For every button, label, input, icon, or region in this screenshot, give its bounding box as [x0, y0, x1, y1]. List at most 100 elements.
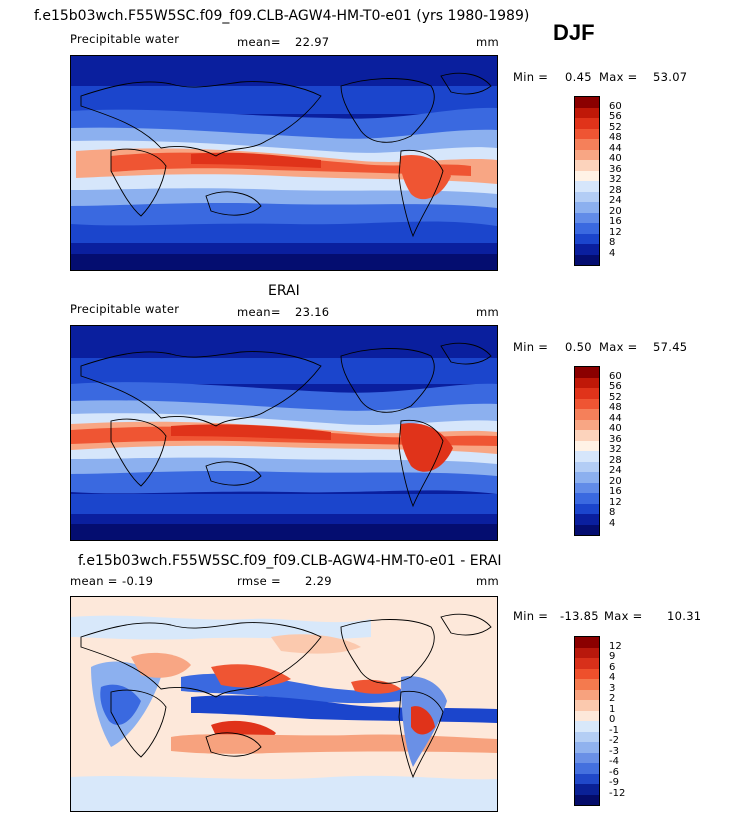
colorbar-segment [575, 139, 599, 150]
colorbar-tick-label: 52 [609, 121, 622, 133]
panel3-rmse-label: rmse = [237, 574, 281, 588]
colorbar-tick-label: 16 [609, 486, 622, 497]
colorbar-tick-label: 44 [609, 142, 622, 154]
colorbar-segment [575, 377, 599, 388]
colorbar-tick-label: 20 [609, 475, 622, 487]
colorbar-tick-label: 8 [609, 507, 616, 518]
colorbar-tick-label: -2 [609, 735, 619, 746]
panel3-map-field [71, 597, 497, 811]
colorbar-tick-label: 28 [609, 184, 622, 196]
panel3-min-label: Min = [513, 609, 549, 623]
colorbar-segment [575, 773, 599, 784]
colorbar-segment [575, 668, 599, 679]
panel3-units: mm [476, 574, 500, 588]
colorbar-segment [575, 233, 599, 244]
colorbar-tick-label: 52 [609, 391, 622, 403]
panel2-variable: Precipitable water [70, 302, 180, 316]
panel1-units: mm [476, 35, 500, 49]
panel2-units: mm [476, 305, 500, 319]
colorbar-segment [575, 637, 599, 648]
panel2-mean-label: mean= [237, 305, 281, 319]
colorbar-tick-label: 36 [609, 433, 622, 445]
colorbar-tick-label: -12 [609, 787, 626, 799]
colorbar-segment [575, 794, 599, 805]
colorbar-segment [575, 97, 599, 108]
colorbar-tick-label: 56 [609, 381, 622, 392]
colorbar-segment [575, 430, 599, 441]
colorbar-tick-label: 9 [609, 651, 616, 662]
colorbar-segment [575, 784, 599, 795]
colorbar-segment [575, 503, 599, 514]
colorbar-segment [575, 731, 599, 742]
panel3-max-label: Max = [604, 609, 643, 623]
colorbar-tick-label: 12 [609, 226, 622, 238]
colorbar-tick-label: 0 [609, 714, 616, 725]
colorbar-segment [575, 212, 599, 223]
colorbar-tick-label: 60 [609, 370, 622, 382]
colorbar-tick-label: 12 [609, 496, 622, 508]
panel2-min-value: 0.50 [565, 340, 592, 354]
panel1-min-value: 0.45 [565, 70, 592, 84]
colorbar-segment [575, 409, 599, 420]
panel3-rmse-value: 2.29 [305, 574, 332, 588]
colorbar-segment [575, 191, 599, 202]
colorbar-tick-label: 4 [609, 517, 616, 529]
panel1-colorbar: 60 56 52 48 44 40 36 32 28 24 20 16 12 8 4 [574, 96, 622, 266]
panel1-mean-value: 22.97 [295, 35, 330, 49]
panel1-max-value: 53.07 [653, 70, 688, 84]
colorbar-tick-label: 48 [609, 402, 622, 413]
panel1-min-label: Min = [513, 70, 549, 84]
colorbar-segment [575, 181, 599, 192]
panel3-min-value: -13.85 [560, 609, 599, 623]
colorbar-segment [575, 524, 599, 535]
colorbar-tick-label: -4 [609, 756, 619, 767]
panel1-map-field [71, 56, 497, 270]
panel2-max-label: Max = [599, 340, 638, 354]
colorbar-segment [575, 170, 599, 181]
panel3-mean-value: -0.19 [122, 574, 154, 588]
colorbar-tick-label: 8 [609, 237, 616, 248]
colorbar-segment [575, 721, 599, 732]
colorbar-tick-label: 20 [609, 205, 622, 217]
colorbar-segment [575, 689, 599, 700]
colorbar-tick-label: 32 [609, 174, 622, 185]
colorbar-tick-label: 36 [609, 163, 622, 175]
colorbar-tick-label: 60 [609, 100, 622, 112]
season-label: DJF [553, 20, 595, 45]
colorbar-segment [575, 388, 599, 399]
colorbar-tick-label: 48 [609, 132, 622, 143]
colorbar-segment [575, 398, 599, 409]
colorbar-tick-label: 24 [609, 195, 622, 206]
panel3-map [70, 596, 498, 812]
colorbar-tick-label: 32 [609, 444, 622, 455]
colorbar-segment [575, 160, 599, 171]
colorbar-segment [575, 710, 599, 721]
colorbar-tick-label: 4 [609, 247, 616, 259]
colorbar-segment [575, 461, 599, 472]
panel1-variable: Precipitable water [70, 32, 180, 46]
colorbar-segment [575, 244, 599, 255]
panel2-map-field [71, 326, 497, 540]
colorbar-segment [575, 658, 599, 669]
panel3-colorbar: 12 9 6 4 3 2 1 0 -1 -2 -3 -4 -6 -9 -12 [574, 636, 625, 806]
colorbar-segment [575, 149, 599, 160]
colorbar-segment [575, 472, 599, 483]
panel1-mean-label: mean= [237, 35, 281, 49]
colorbar-tick-label: 4 [609, 672, 616, 683]
colorbar-tick-label: -9 [609, 777, 619, 788]
panel3-max-value: 10.31 [667, 609, 702, 623]
colorbar-tick-label: 44 [609, 412, 622, 424]
colorbar-tick-label: 28 [609, 454, 622, 466]
colorbar-segment [575, 440, 599, 451]
colorbar-segment [575, 493, 599, 504]
colorbar-segment [575, 118, 599, 129]
colorbar-tick-label: 2 [609, 693, 616, 704]
panel2-colorbar: 60 56 52 48 44 40 36 32 28 24 20 16 12 8 4 [574, 366, 622, 536]
figure-title: f.e15b03wch.F55W5SC.f09_f09.CLB-AGW4-HM-… [34, 8, 530, 24]
panel2-heading: ERAI [268, 283, 300, 299]
colorbar-tick-label: -6 [609, 766, 619, 778]
colorbar-segment [575, 202, 599, 213]
colorbar-segment [575, 752, 599, 763]
colorbar-tick-label: 40 [609, 423, 622, 434]
panel3-heading: f.e15b03wch.F55W5SC.f09_f09.CLB-AGW4-HM-… [78, 553, 502, 569]
